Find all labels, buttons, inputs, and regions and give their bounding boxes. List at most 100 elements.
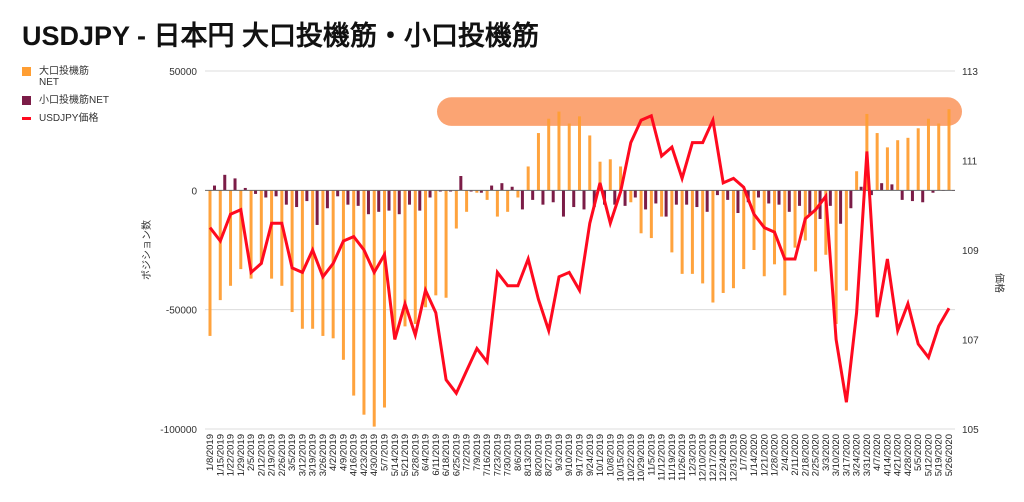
bar-large-59[interactable] xyxy=(814,190,818,272)
bar-large-53[interactable] xyxy=(752,190,756,250)
bar-large-31[interactable] xyxy=(526,166,530,191)
bar-large-63[interactable] xyxy=(855,171,859,191)
bar-small-17[interactable] xyxy=(387,190,391,211)
bar-large-52[interactable] xyxy=(742,190,746,270)
bar-small-53[interactable] xyxy=(756,190,760,198)
bar-large-54[interactable] xyxy=(762,190,766,277)
bar-small-21[interactable] xyxy=(428,190,432,198)
bar-large-56[interactable] xyxy=(783,190,787,296)
bar-large-42[interactable] xyxy=(639,190,643,234)
bar-small-1[interactable] xyxy=(223,174,227,191)
bar-small-66[interactable] xyxy=(890,184,894,191)
bar-small-41[interactable] xyxy=(633,190,637,198)
bar-large-38[interactable] xyxy=(598,161,602,191)
bar-large-16[interactable] xyxy=(372,190,376,427)
bar-large-15[interactable] xyxy=(362,190,366,415)
bar-large-51[interactable] xyxy=(731,190,735,289)
bar-large-32[interactable] xyxy=(536,133,540,191)
bar-large-34[interactable] xyxy=(557,111,561,191)
bar-large-2[interactable] xyxy=(229,190,233,286)
bar-small-55[interactable] xyxy=(777,190,781,205)
bar-large-3[interactable] xyxy=(239,190,243,270)
bar-large-62[interactable] xyxy=(844,190,848,291)
bar-large-68[interactable] xyxy=(906,137,910,191)
bar-large-60[interactable] xyxy=(824,190,828,255)
bar-small-65[interactable] xyxy=(880,183,884,191)
bar-large-65[interactable] xyxy=(875,133,879,191)
bar-small-35[interactable] xyxy=(572,190,576,208)
bar-small-36[interactable] xyxy=(582,190,586,210)
bar-small-20[interactable] xyxy=(418,190,422,211)
bar-large-14[interactable] xyxy=(352,190,356,396)
bar-small-44[interactable] xyxy=(664,190,668,217)
bar-small-30[interactable] xyxy=(520,190,524,210)
bar-large-6[interactable] xyxy=(270,190,274,279)
bar-large-23[interactable] xyxy=(444,190,448,298)
bar-small-22[interactable] xyxy=(438,190,442,192)
bar-large-49[interactable] xyxy=(711,190,715,303)
bar-small-70[interactable] xyxy=(931,190,935,193)
bar-small-11[interactable] xyxy=(325,190,329,209)
bar-small-18[interactable] xyxy=(397,190,401,215)
bar-small-10[interactable] xyxy=(315,190,319,225)
bar-large-28[interactable] xyxy=(495,190,499,217)
bar-large-11[interactable] xyxy=(321,190,325,336)
bar-small-26[interactable] xyxy=(479,190,483,193)
bar-small-40[interactable] xyxy=(623,190,627,206)
bar-small-6[interactable] xyxy=(274,190,278,197)
bar-small-5[interactable] xyxy=(264,190,268,198)
bar-large-30[interactable] xyxy=(516,190,520,198)
bar-large-47[interactable] xyxy=(690,190,694,274)
bar-large-57[interactable] xyxy=(793,190,797,248)
bar-small-23[interactable] xyxy=(449,190,453,192)
bar-small-29[interactable] xyxy=(510,186,514,191)
bar-small-63[interactable] xyxy=(859,186,863,191)
bar-large-35[interactable] xyxy=(567,123,571,191)
bar-small-8[interactable] xyxy=(295,190,299,208)
bar-large-13[interactable] xyxy=(341,190,345,360)
bar-small-60[interactable] xyxy=(828,190,832,206)
bar-small-49[interactable] xyxy=(715,190,719,196)
bar-small-54[interactable] xyxy=(767,190,771,204)
legend-item-large[interactable]: 大口投機筋 NET xyxy=(22,66,109,88)
bar-small-25[interactable] xyxy=(469,190,473,192)
bar-small-39[interactable] xyxy=(613,190,617,205)
bar-small-4[interactable] xyxy=(254,190,258,194)
bar-large-46[interactable] xyxy=(680,190,684,274)
bar-large-4[interactable] xyxy=(249,190,253,279)
bar-large-0[interactable] xyxy=(208,190,212,336)
bar-large-39[interactable] xyxy=(608,159,612,191)
bar-small-19[interactable] xyxy=(408,190,412,205)
bar-large-17[interactable] xyxy=(382,190,386,408)
bar-large-25[interactable] xyxy=(465,190,469,212)
bar-large-37[interactable] xyxy=(588,135,592,191)
bar-large-44[interactable] xyxy=(660,190,664,217)
bar-large-5[interactable] xyxy=(259,190,263,265)
bar-small-58[interactable] xyxy=(808,190,812,215)
legend-item-small[interactable]: 小口投機筋NET xyxy=(22,95,109,106)
bar-small-56[interactable] xyxy=(787,190,791,212)
bar-small-31[interactable] xyxy=(531,190,535,200)
legend-item-price[interactable]: USDJPY価格 xyxy=(22,113,109,124)
bar-small-32[interactable] xyxy=(541,190,545,205)
bar-small-27[interactable] xyxy=(490,185,494,191)
bar-small-47[interactable] xyxy=(695,190,699,208)
bar-small-48[interactable] xyxy=(705,190,709,212)
bar-large-29[interactable] xyxy=(506,190,510,212)
bar-small-24[interactable] xyxy=(459,176,463,191)
bar-large-8[interactable] xyxy=(290,190,294,313)
bar-small-61[interactable] xyxy=(839,190,843,224)
bar-large-70[interactable] xyxy=(926,118,930,191)
bar-large-61[interactable] xyxy=(834,190,838,324)
bar-small-16[interactable] xyxy=(377,190,381,212)
bar-large-36[interactable] xyxy=(578,116,581,191)
bar-small-67[interactable] xyxy=(900,190,904,200)
bar-small-45[interactable] xyxy=(674,190,678,205)
bar-small-57[interactable] xyxy=(798,190,802,206)
bar-large-26[interactable] xyxy=(475,190,479,193)
bar-large-48[interactable] xyxy=(701,190,705,284)
bar-large-33[interactable] xyxy=(547,118,551,191)
bar-large-21[interactable] xyxy=(424,190,428,308)
bar-small-9[interactable] xyxy=(305,190,309,202)
bar-small-69[interactable] xyxy=(921,190,925,203)
